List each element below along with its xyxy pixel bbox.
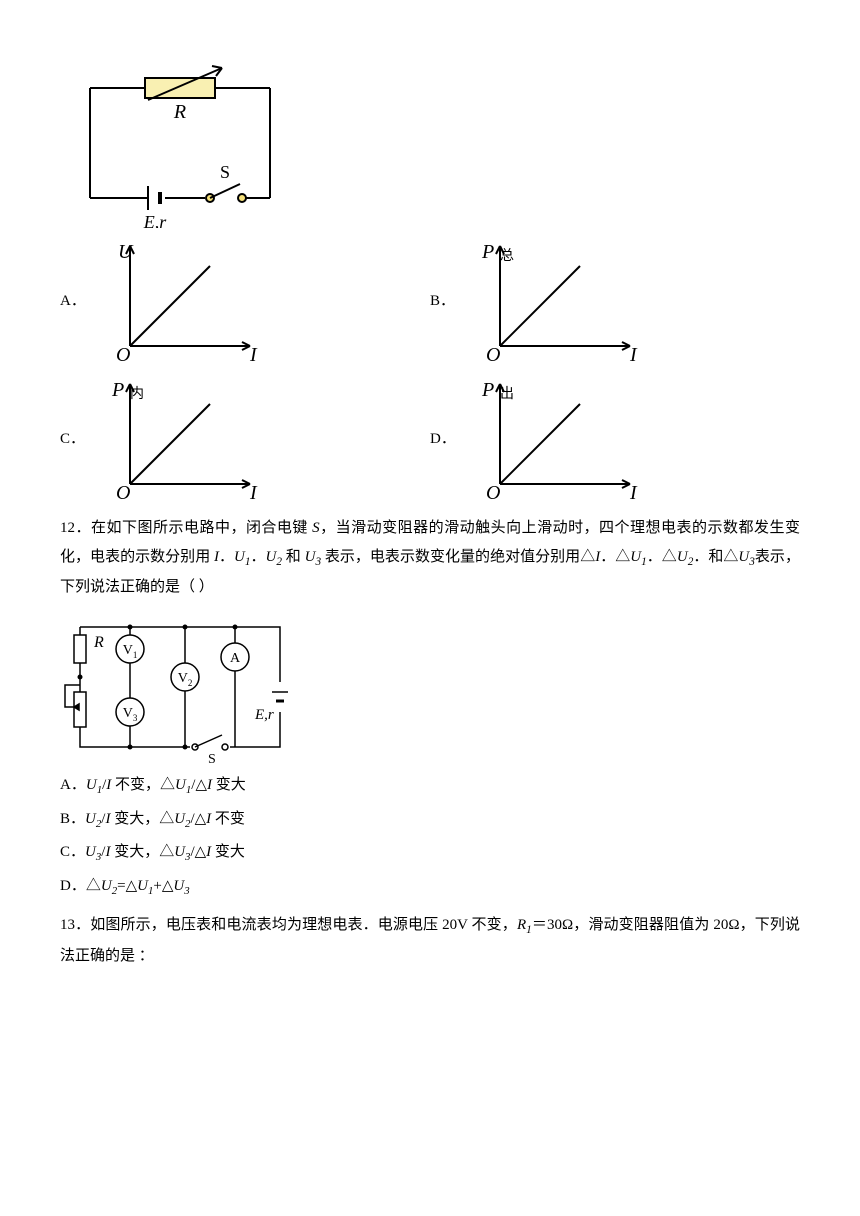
option-b-label: B． [430, 287, 460, 316]
battery-label: E,r [143, 212, 167, 228]
circuit-1-figure: R E,r S [60, 48, 800, 228]
q12-text: 12．在如下图所示电路中，闭合电键 S，当滑动变阻器的滑动触头向上滑动时，四个理… [60, 514, 800, 601]
graph-a-xlabel: I [249, 344, 258, 366]
option-a-label: A． [60, 287, 90, 316]
option-d-cell: D． P 出 I O [430, 374, 800, 504]
q12-R-label: R [93, 634, 104, 651]
graph-c-ylabel: P [111, 379, 124, 401]
graph-b-origin: O [486, 344, 500, 366]
graph-c: P 内 I O [100, 374, 260, 504]
svg-text:A: A [230, 651, 241, 666]
graph-d-ylabel: P [481, 379, 494, 401]
graph-d-xlabel: I [629, 482, 638, 504]
graph-b-xlabel: I [629, 344, 638, 366]
q13-number: 13． [60, 917, 90, 933]
q12-option-b: B．U2/I 变大，△U2/△I 不变 [60, 805, 800, 835]
rheostat-label: R [173, 101, 186, 123]
q12-option-a: A．U1/I 不变，△U1/△I 变大 [60, 771, 800, 801]
graph-d: P 出 I O [470, 374, 640, 504]
q12-circuit-svg: R V1 V3 V2 A E,r [60, 607, 300, 767]
graph-a-origin: O [116, 344, 130, 366]
q12-S-label: S [208, 752, 216, 767]
graph-b-ylabel: P [481, 241, 494, 263]
graph-c-origin: O [116, 482, 130, 504]
graph-row-cd: C． P 内 I O D． P 出 [60, 374, 800, 504]
q12-Er-label: E,r [254, 707, 274, 723]
graph-c-ysub: 内 [130, 386, 144, 402]
q12-option-c: C．U3/I 变大，△U3/△I 变大 [60, 838, 800, 868]
graph-c-xlabel: I [249, 482, 258, 504]
option-c-cell: C． P 内 I O [60, 374, 430, 504]
graph-b: P 总 I O [470, 236, 640, 366]
graph-a: U I O [100, 236, 260, 366]
q12-circuit: R V1 V3 V2 A E,r [60, 607, 800, 767]
option-c-label: C． [60, 425, 90, 454]
graph-a-ylabel: U [118, 241, 134, 263]
option-b-cell: B． P 总 I O [430, 236, 800, 366]
circuit-1-svg: R E,r S [60, 48, 300, 228]
option-a-cell: A． U I O [60, 236, 430, 366]
graph-d-ysub: 出 [500, 386, 514, 402]
graph-b-ysub: 总 [500, 248, 514, 264]
rheostat-box [145, 78, 215, 98]
graph-row-ab: A． U I O B． P 总 I [60, 236, 800, 366]
q12-option-d: D．△U2=△U1+△U3 [60, 872, 800, 902]
q13-text: 13．如图所示，电压表和电流表均为理想电表．电源电压 20V 不变，R1＝30Ω… [60, 911, 800, 970]
graph-d-origin: O [486, 482, 500, 504]
option-d-label: D． [430, 425, 460, 454]
switch-label: S [220, 162, 230, 182]
q12-number: 12． [60, 520, 91, 536]
